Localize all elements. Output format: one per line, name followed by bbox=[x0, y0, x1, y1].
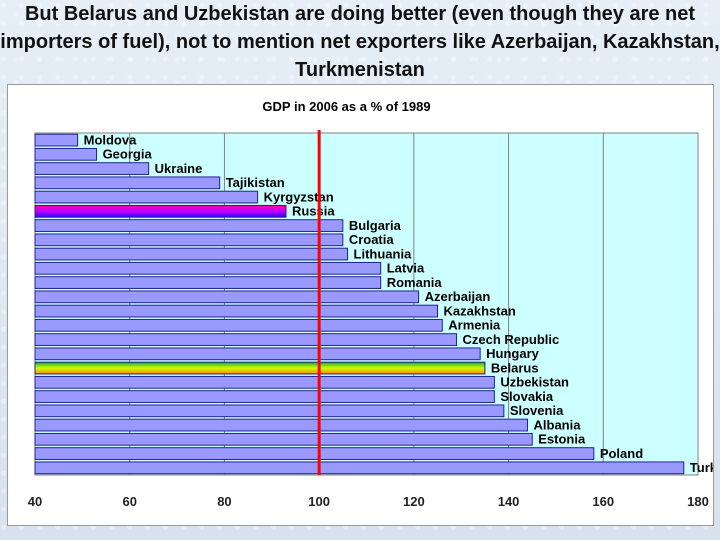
bar-label: Uzbekistan bbox=[500, 375, 569, 390]
bar-russia bbox=[34, 204, 287, 218]
slide-headline: But Belarus and Uzbekistan are doing bet… bbox=[0, 3, 720, 81]
bar-label: Romania bbox=[387, 275, 443, 290]
bar-label: Tajikistan bbox=[226, 175, 285, 190]
bar-label: Armenia bbox=[448, 318, 501, 333]
gdp-bar-chart: GDP in 2006 as a % of 1989 MoldovaGeorgia… bbox=[28, 99, 713, 509]
bar-label: Latvia bbox=[387, 261, 425, 276]
bar-label: Hungary bbox=[486, 346, 539, 361]
bar-lithuania bbox=[34, 247, 349, 261]
bar-label: Moldova bbox=[84, 132, 137, 147]
bar-label: Poland bbox=[600, 446, 643, 461]
x-tick-label: 180 bbox=[687, 494, 709, 509]
bar-armenia bbox=[34, 318, 443, 332]
bar-label: Azerbaijan bbox=[425, 289, 491, 304]
bar-bulgaria bbox=[34, 219, 344, 232]
plot-area bbox=[34, 132, 699, 476]
bar-moldova bbox=[34, 133, 79, 147]
bar-croatia bbox=[34, 233, 344, 247]
bar-label: Kazakhstan bbox=[444, 303, 516, 318]
x-tick-label: 160 bbox=[592, 494, 614, 509]
bar-label: Lithuania bbox=[354, 246, 413, 261]
bar-label: Georgia bbox=[103, 147, 153, 162]
bar-turkmenistan bbox=[34, 461, 685, 475]
x-tick-label: 100 bbox=[308, 494, 330, 509]
x-tick-label: 40 bbox=[28, 494, 42, 509]
bar-czech-republic bbox=[34, 333, 457, 346]
bar-label: Czech Republic bbox=[462, 332, 559, 347]
bar-label: Albania bbox=[534, 417, 582, 432]
bar-label: Bulgaria bbox=[349, 218, 402, 233]
bar-kazakhstan bbox=[34, 304, 439, 318]
bar-label: Belarus bbox=[491, 360, 539, 375]
bar-ukraine bbox=[34, 162, 150, 175]
bar-estonia bbox=[34, 432, 533, 446]
bar-poland bbox=[34, 447, 595, 460]
bar-slovakia bbox=[34, 390, 495, 403]
bar-hungary bbox=[34, 347, 481, 361]
chart-frame: GDP in 2006 as a % of 1989 Moldova Georgia… bbox=[7, 84, 714, 526]
bar-georgia bbox=[34, 147, 98, 161]
bar-slovenia bbox=[34, 404, 505, 418]
bar-azerbaijan bbox=[34, 290, 420, 304]
bar-belarus bbox=[34, 361, 486, 375]
bar-label: Croatia bbox=[349, 232, 395, 247]
bar-latvia bbox=[34, 261, 382, 275]
bar-label: Ukraine bbox=[155, 161, 203, 176]
bar-label: Estonia bbox=[538, 432, 586, 447]
bar-label: Slovenia bbox=[510, 403, 564, 418]
bar-romania bbox=[34, 276, 382, 289]
bar-uzbekistan bbox=[34, 375, 495, 389]
x-tick-label: 80 bbox=[217, 494, 231, 509]
bar-label: Turkmenistan bbox=[690, 460, 713, 475]
x-tick-label: 60 bbox=[122, 494, 136, 509]
bar-label: Slovakia bbox=[500, 389, 554, 404]
bar-tajikistan bbox=[34, 176, 221, 190]
bar-label: Kyrgyzstan bbox=[264, 189, 334, 204]
chart-title: GDP in 2006 as a % of 1989 bbox=[262, 99, 430, 114]
bar-albania bbox=[34, 418, 529, 432]
x-tick-label: 120 bbox=[403, 494, 425, 509]
bar-kyrgyzstan bbox=[34, 190, 259, 204]
x-tick-label: 140 bbox=[498, 494, 520, 509]
bar-label: Russia bbox=[292, 204, 335, 219]
